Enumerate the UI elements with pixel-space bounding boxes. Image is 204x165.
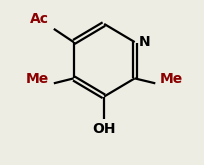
Text: Me: Me	[26, 72, 49, 86]
Text: N: N	[138, 35, 150, 49]
Text: Ac: Ac	[30, 12, 49, 26]
Text: Me: Me	[159, 72, 182, 86]
Text: OH: OH	[92, 122, 115, 136]
